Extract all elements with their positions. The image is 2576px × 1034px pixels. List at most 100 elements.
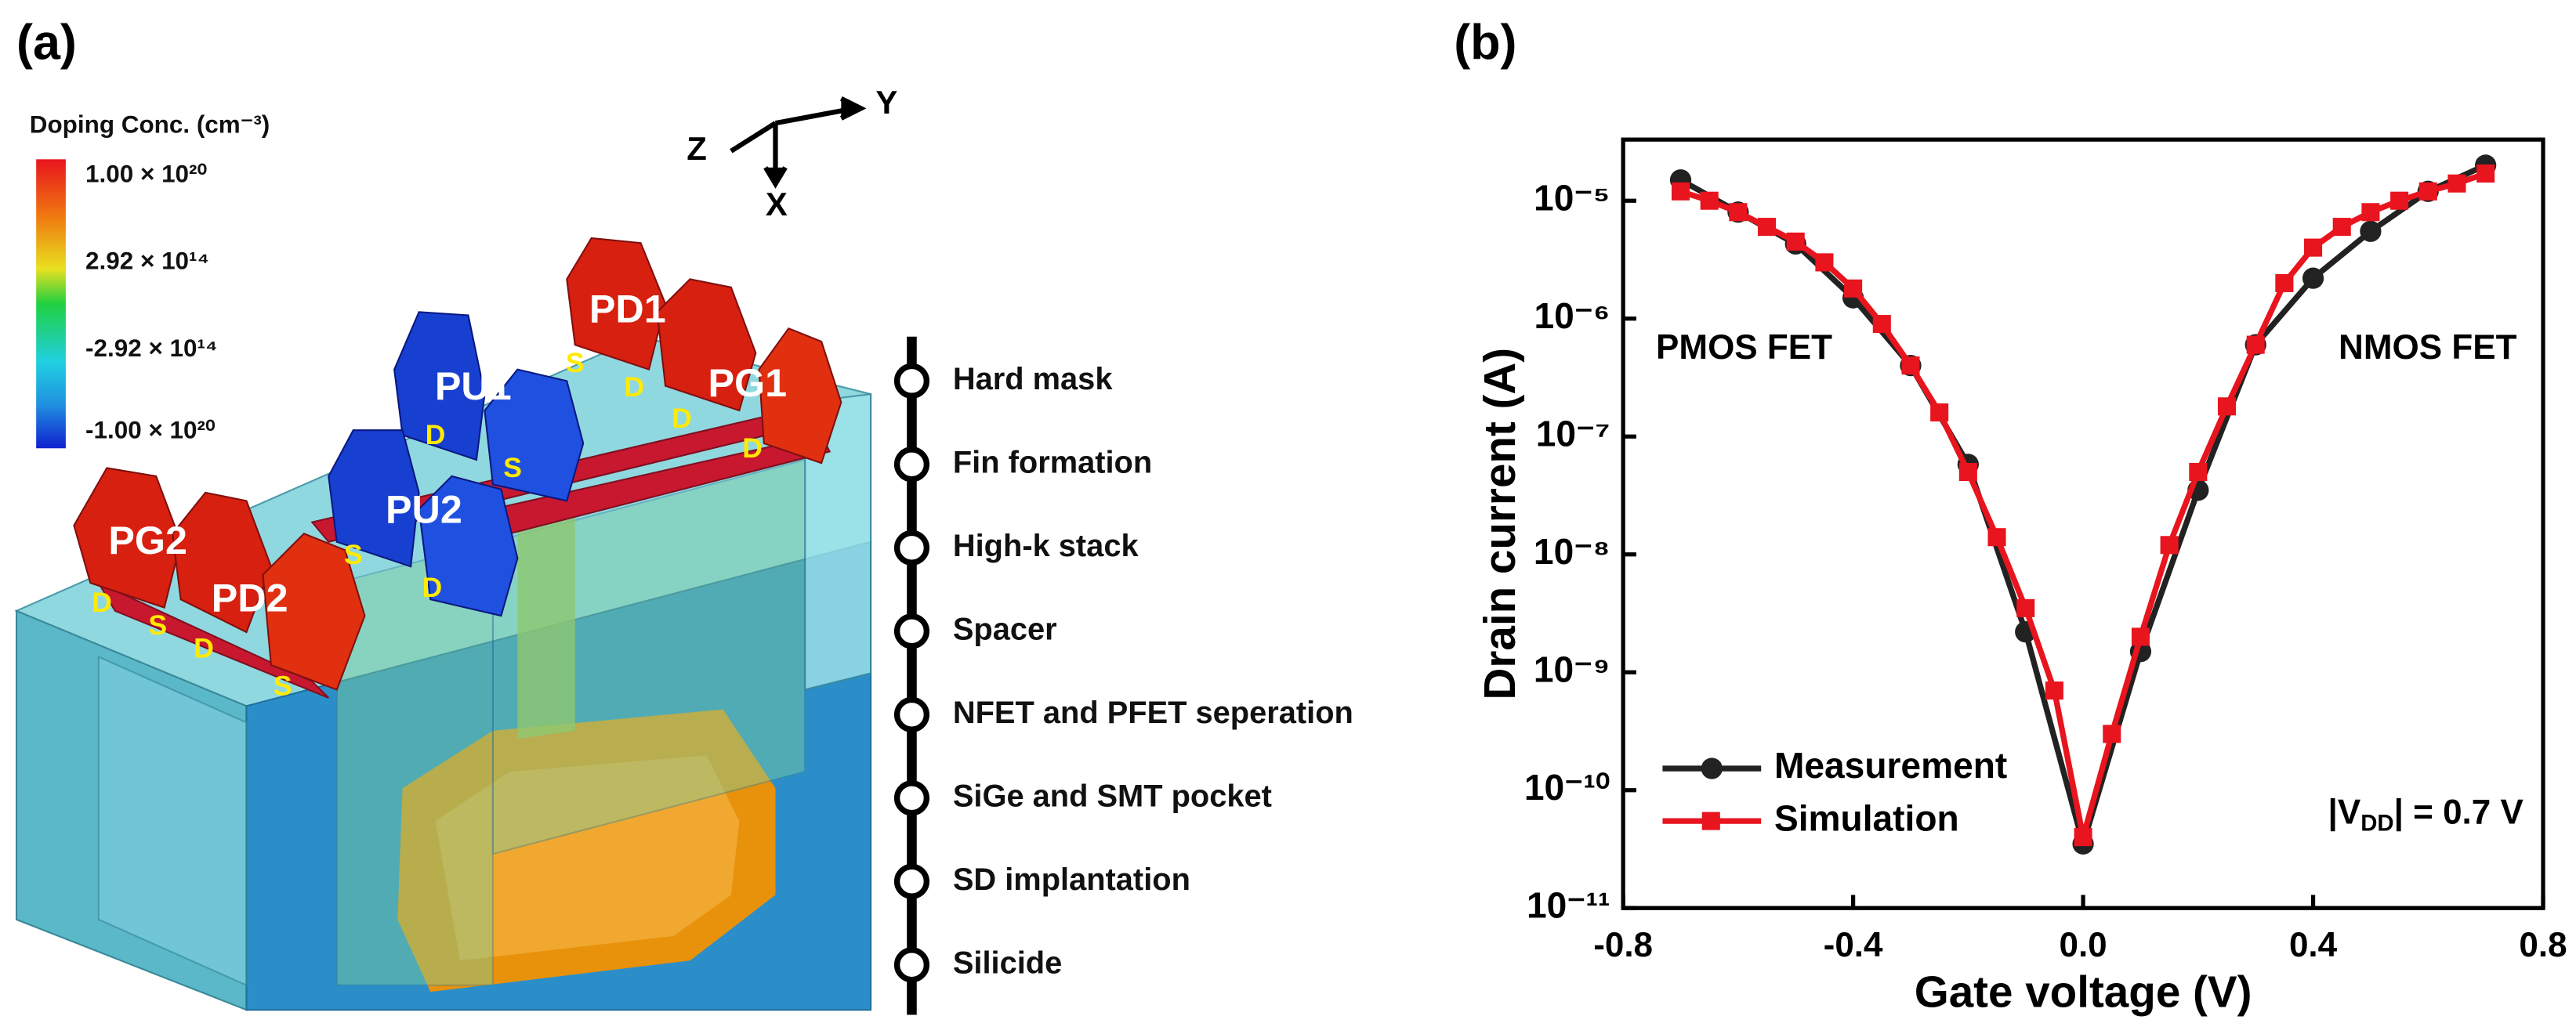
step-node bbox=[893, 696, 929, 732]
panel-label: (a) bbox=[16, 15, 77, 70]
marker bbox=[2074, 828, 2092, 847]
marker bbox=[2476, 164, 2495, 183]
series-line bbox=[1679, 162, 2487, 855]
x-tick-label: 0.8 bbox=[2519, 926, 2567, 964]
device-label: PU2 bbox=[386, 486, 462, 531]
legend-marker bbox=[1701, 812, 1720, 830]
axis-name: X bbox=[766, 186, 788, 222]
y-tick-label: 10⁻¹⁰ bbox=[1524, 767, 1610, 808]
marker bbox=[2361, 203, 2380, 222]
marker bbox=[2131, 627, 2150, 646]
marker bbox=[2045, 682, 2063, 700]
marker bbox=[2332, 218, 2351, 237]
legend-label: Simulation bbox=[1774, 797, 1959, 838]
marker bbox=[1844, 279, 1863, 298]
series-line bbox=[1679, 171, 2487, 838]
step-node bbox=[893, 446, 929, 483]
vdd-note: |VDD| = 0.7 V bbox=[2328, 793, 2524, 836]
panel-label: (b) bbox=[1454, 15, 1516, 70]
device-label: PG1 bbox=[708, 360, 788, 405]
terminal-label: S bbox=[503, 452, 522, 483]
marker bbox=[1786, 232, 1805, 251]
marker bbox=[1758, 218, 1777, 237]
vdd-suffix: | = 0.7 V bbox=[2394, 793, 2524, 832]
terminal-label: S bbox=[344, 539, 363, 570]
step-label: Fin formation bbox=[953, 445, 1152, 479]
y-tick-label: 10⁻¹¹ bbox=[1527, 884, 1610, 925]
step-label: SD implantation bbox=[953, 862, 1190, 897]
terminal-label: D bbox=[422, 572, 442, 603]
marker bbox=[2304, 238, 2323, 257]
step-label: Silicide bbox=[953, 945, 1062, 980]
terminal-label: S bbox=[148, 609, 167, 641]
marker bbox=[1815, 253, 1834, 272]
marker bbox=[2390, 191, 2409, 210]
terminal-label: D bbox=[672, 403, 692, 434]
terminal-label: D bbox=[92, 587, 112, 618]
marker bbox=[2275, 273, 2294, 292]
y-tick-label: 10⁻⁵ bbox=[1534, 177, 1610, 218]
marker bbox=[2217, 397, 2237, 416]
y-tick-label: 10⁻⁷ bbox=[1536, 413, 1610, 454]
marker bbox=[1987, 528, 2006, 547]
vdd-prefix: |V bbox=[2328, 793, 2361, 832]
annotation: PMOS FET bbox=[1656, 328, 1832, 367]
step-label: NFET and PFET seperation bbox=[953, 696, 1353, 730]
step-label: Hard mask bbox=[953, 362, 1113, 396]
colorbar-label: 1.00 × 10²⁰ bbox=[85, 161, 207, 188]
marker bbox=[1958, 462, 1977, 482]
marker bbox=[2447, 174, 2466, 193]
step-node bbox=[893, 947, 929, 983]
terminal-label: S bbox=[274, 671, 292, 702]
step-node bbox=[893, 530, 929, 566]
y-tick-label: 10⁻⁶ bbox=[1534, 295, 1610, 336]
y-tick-label: 10⁻⁹ bbox=[1534, 649, 1610, 689]
terminal-label: D bbox=[426, 419, 446, 450]
axis-name: Z bbox=[687, 130, 707, 167]
legend-marker bbox=[1701, 757, 1723, 779]
marker bbox=[1700, 191, 1719, 210]
y-axis-label: Drain current (A) bbox=[1475, 348, 1524, 700]
colorbar bbox=[36, 159, 66, 449]
annotation: NMOS FET bbox=[2339, 328, 2517, 367]
terminal-label: S bbox=[566, 347, 585, 378]
device-structure bbox=[14, 237, 872, 1011]
marker bbox=[1930, 403, 1949, 422]
marker bbox=[2246, 335, 2265, 354]
device-label: PG2 bbox=[108, 518, 187, 562]
marker bbox=[1901, 356, 1920, 375]
terminal-label: D bbox=[624, 371, 644, 403]
axes-triad bbox=[730, 96, 867, 189]
device-label: PU1 bbox=[435, 363, 512, 408]
y-tick-label: 10⁻⁸ bbox=[1534, 531, 1610, 572]
step-label: High-k stack bbox=[953, 529, 1139, 563]
axis-name: Y bbox=[875, 84, 897, 121]
step-node bbox=[893, 780, 929, 816]
terminal-label: D bbox=[194, 633, 214, 664]
marker bbox=[2302, 267, 2324, 289]
marker bbox=[2189, 462, 2208, 482]
marker bbox=[2360, 220, 2382, 242]
colorbar-title: Doping Conc. (cm⁻³) bbox=[30, 111, 270, 139]
marker bbox=[2103, 725, 2121, 743]
x-tick-label: -0.4 bbox=[1824, 926, 1883, 964]
vdd-sub: DD bbox=[2360, 810, 2393, 836]
x-tick-label: 0.0 bbox=[2059, 926, 2107, 964]
marker bbox=[2016, 598, 2035, 617]
colorbar-label: -2.92 × 10¹⁴ bbox=[85, 334, 217, 362]
marker bbox=[2160, 536, 2179, 555]
device-label: PD2 bbox=[212, 576, 288, 620]
terminal-label: D bbox=[742, 432, 763, 464]
step-node bbox=[893, 363, 929, 399]
device-label: PD1 bbox=[589, 287, 666, 331]
legend-label: Measurement bbox=[1774, 745, 2007, 786]
colorbar-label: 2.92 × 10¹⁴ bbox=[85, 248, 209, 275]
x-tick-label: -0.8 bbox=[1593, 926, 1653, 964]
marker bbox=[1729, 203, 1748, 222]
x-axis-label: Gate voltage (V) bbox=[1915, 967, 2252, 1016]
marker bbox=[2418, 182, 2437, 201]
colorbar-label: -1.00 × 10²⁰ bbox=[85, 417, 216, 444]
step-node bbox=[893, 613, 929, 649]
step-label: Spacer bbox=[953, 612, 1057, 646]
